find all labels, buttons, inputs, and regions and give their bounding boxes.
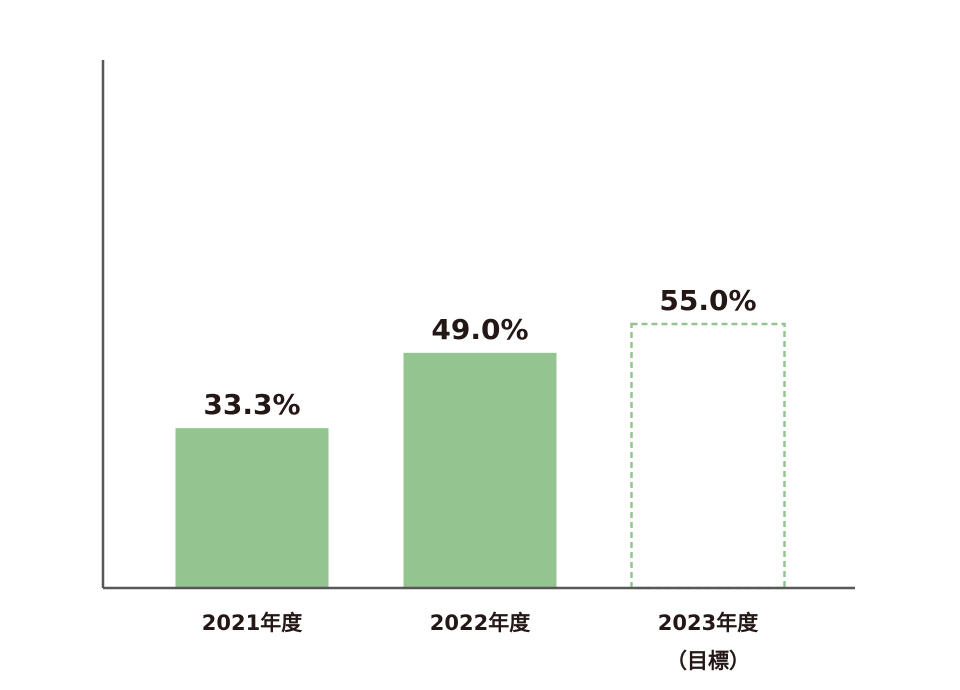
x-tick-label: 2021年度 [202, 611, 302, 635]
label-line: （目標） [666, 649, 750, 673]
label-line: 2023年度 [658, 611, 758, 635]
bar [403, 352, 557, 588]
bar [630, 322, 786, 590]
value-label: 49.0% [431, 313, 528, 346]
x-tick-label: 2023年度 （目標） [658, 611, 758, 673]
value-label: 55.0% [659, 284, 756, 317]
value-label: 33.3% [203, 388, 300, 421]
x-tick-label: 2022年度 [430, 611, 530, 635]
bar [175, 428, 329, 588]
